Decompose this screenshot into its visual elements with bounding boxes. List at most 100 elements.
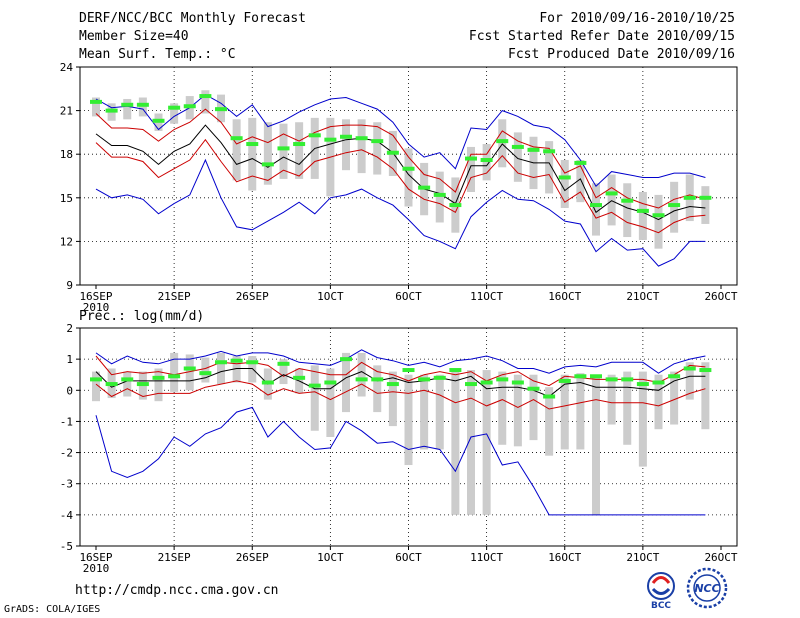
x-tick-sublabel: 2010 — [83, 301, 110, 314]
svg-text:NCC: NCC — [694, 582, 719, 595]
min-line — [95, 158, 706, 267]
median-marker — [527, 147, 540, 152]
median-marker — [355, 377, 368, 382]
x-tick-label: 16SEP — [79, 551, 112, 564]
median-marker — [277, 146, 290, 151]
ensemble-box — [638, 191, 647, 240]
ensemble-box — [623, 183, 632, 238]
spread-lower-line — [95, 380, 706, 410]
ensemble-box — [326, 368, 335, 437]
source-url[interactable]: http://cmdp.ncc.cma.gov.cn — [75, 583, 279, 598]
agency-logos: BCC NCC — [647, 567, 728, 610]
median-marker — [230, 136, 243, 141]
max-line — [95, 93, 706, 187]
ensemble-box — [513, 132, 522, 182]
median-marker — [558, 378, 571, 383]
y-tick-label: -2 — [60, 447, 73, 460]
grads-credit: GrADS: COLA/IGES — [4, 604, 101, 615]
y-tick-label: 18 — [60, 148, 73, 161]
ensemble-box — [310, 365, 319, 431]
median-marker — [558, 175, 571, 180]
x-tick-label: 26OCT — [704, 551, 737, 564]
ensemble-box — [482, 370, 491, 515]
median-marker — [668, 374, 681, 379]
ensemble-box — [138, 97, 147, 117]
median-marker — [433, 192, 446, 197]
median-marker — [511, 144, 524, 149]
ensemble-box — [576, 373, 585, 450]
ensemble-box — [201, 90, 210, 114]
median-marker — [668, 203, 681, 208]
median-marker — [371, 377, 384, 382]
median-marker — [386, 150, 399, 155]
x-tick-label: 21SEP — [158, 290, 191, 303]
ensemble-box — [498, 371, 507, 445]
median-marker — [90, 377, 102, 382]
chart-title: DERF/NCC/BCC Monthly Forecast — [79, 11, 306, 26]
median-marker — [293, 375, 306, 380]
ensemble-box — [420, 374, 429, 450]
ensemble-box — [373, 365, 382, 413]
ensemble-box — [592, 183, 600, 236]
median-marker — [277, 361, 290, 366]
spread-upper-line — [95, 355, 706, 387]
ensemble-box — [592, 374, 600, 515]
median-marker — [168, 105, 181, 110]
ensemble-box — [217, 352, 225, 385]
member-size-label: Member Size=40 — [79, 29, 189, 44]
x-tick-label: 26OCT — [704, 290, 737, 303]
median-marker — [621, 198, 634, 203]
y-tick-label: 21 — [60, 105, 73, 118]
median-marker — [261, 162, 274, 167]
ensemble-box — [404, 374, 413, 466]
ensemble-box — [545, 141, 554, 194]
ensemble-box — [201, 357, 210, 383]
x-tick-label: 11OCT — [470, 290, 503, 303]
ensemble-box — [357, 352, 366, 397]
x-tick-label: 1OCT — [317, 551, 344, 564]
median-marker — [496, 139, 509, 144]
x-tick-label: 16SEP — [79, 290, 112, 303]
median-marker — [511, 380, 524, 385]
median-marker — [121, 102, 134, 107]
bcc-logo-icon: BCC — [647, 572, 675, 610]
median-marker — [308, 383, 321, 388]
median-marker — [105, 108, 118, 113]
median-marker — [121, 377, 134, 382]
median-marker — [324, 137, 337, 142]
median-marker — [683, 366, 696, 371]
y-tick-label: -3 — [60, 478, 73, 491]
ensemble-box — [607, 174, 616, 226]
y-tick-label: 12 — [60, 235, 73, 248]
ensemble-mean-line — [95, 124, 706, 221]
median-marker — [449, 368, 462, 373]
ensemble-box — [123, 98, 132, 120]
x-tick-label: 26SEP — [236, 551, 269, 564]
x-tick-label: 16OCT — [548, 290, 581, 303]
y-tick-label: 1 — [66, 353, 73, 366]
median-marker — [340, 357, 352, 362]
median-marker — [590, 203, 602, 208]
ensemble-box — [670, 181, 679, 233]
ensemble-box — [435, 171, 444, 223]
ensemble-box — [545, 387, 554, 456]
ensemble-box — [638, 371, 647, 467]
x-tick-label: 6OCT — [395, 290, 422, 303]
ensemble-box — [576, 160, 585, 203]
ensemble-box — [357, 119, 366, 174]
x-tick-label: 21OCT — [626, 290, 659, 303]
ensemble-box — [232, 356, 241, 383]
ensemble-box — [388, 371, 397, 427]
variable-label: Mean Surf. Temp.: °C — [79, 47, 236, 62]
median-marker — [199, 371, 212, 376]
ensemble-box — [467, 146, 475, 192]
median-marker — [574, 374, 587, 379]
ensemble-box — [342, 119, 350, 171]
min-line — [95, 406, 706, 516]
x-tick-label: 21OCT — [626, 551, 659, 564]
median-marker — [168, 374, 181, 379]
ensemble-box — [279, 123, 288, 179]
median-marker — [496, 377, 509, 382]
